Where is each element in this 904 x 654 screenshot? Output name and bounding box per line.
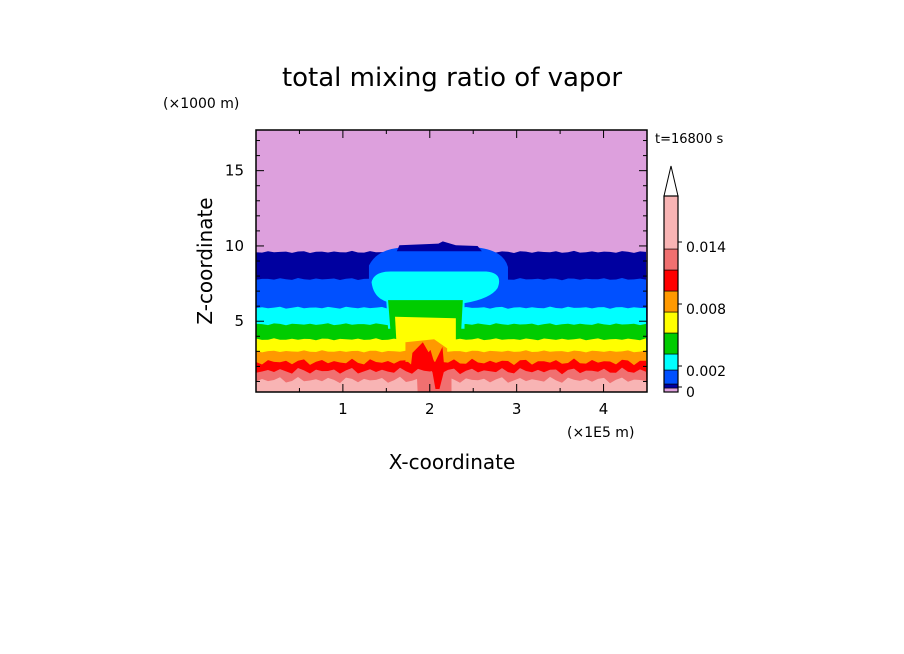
colorbar-segment [663,383,679,389]
chart-title: total mixing ratio of vapor [282,63,622,93]
colorbar-frame [663,195,679,393]
x-axis-label: X-coordinate [389,450,516,474]
y-tick-labels: 5 10 15 [225,162,244,331]
plume-band [395,316,456,349]
colorbar-label: 0.002 [686,364,726,380]
colorbar-label: 0.014 [686,240,726,256]
y-unit-label: (×1000 m) [163,96,239,112]
x-tick-label: 1 [338,400,348,418]
time-label: t=16800 s [655,132,723,147]
plot-area [256,130,647,392]
colorbar-segment [663,290,679,313]
y-axis-label: Z-coordinate [193,197,217,324]
colorbar-segment [663,311,679,334]
plume-band [416,372,452,392]
colorbar-segment [663,369,679,385]
x-tick-label: 3 [512,400,522,418]
colorbar-labels: 0 0.002 0.008 0.014 [686,240,726,401]
colorbar [663,165,682,393]
colorbar-segment [663,195,679,250]
axis-ticks [256,130,647,392]
x-tick-labels: 1 2 3 4 [338,400,608,418]
colorbar-extend-arrow [663,165,679,197]
plume-band [424,346,445,389]
colorbar-label: 0 [686,385,695,401]
x-unit-label: (×1E5 m) [567,425,634,441]
y-tick-label: 5 [234,312,244,330]
colorbar-segment [663,269,679,292]
colorbar-segment [663,353,679,371]
x-tick-label: 2 [425,400,435,418]
colorbar-segment [663,248,679,271]
y-tick-label: 10 [225,237,244,255]
colorbar-segment [663,332,679,355]
colorbar-label: 0.008 [686,302,726,318]
colorbar-segment [663,387,679,393]
plume-band [396,241,482,252]
x-tick-label: 4 [599,400,609,418]
y-tick-label: 15 [225,162,244,180]
